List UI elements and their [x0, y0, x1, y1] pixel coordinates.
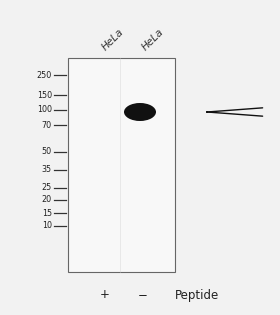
Text: 25: 25 — [42, 184, 52, 192]
Text: 50: 50 — [42, 147, 52, 157]
Text: 100: 100 — [37, 106, 52, 114]
Text: −: − — [138, 289, 148, 301]
Bar — [68, 58, 175, 272]
Text: 10: 10 — [42, 221, 52, 231]
Text: 70: 70 — [42, 121, 52, 129]
Text: +: + — [100, 289, 110, 301]
Text: HeLa: HeLa — [100, 26, 126, 52]
Text: 15: 15 — [42, 209, 52, 217]
Text: HeLa: HeLa — [140, 26, 166, 52]
Text: 250: 250 — [37, 71, 52, 79]
Text: 20: 20 — [42, 196, 52, 204]
Text: 35: 35 — [42, 165, 52, 175]
Ellipse shape — [124, 103, 156, 121]
Text: Peptide: Peptide — [175, 289, 219, 301]
Text: 150: 150 — [37, 90, 52, 100]
